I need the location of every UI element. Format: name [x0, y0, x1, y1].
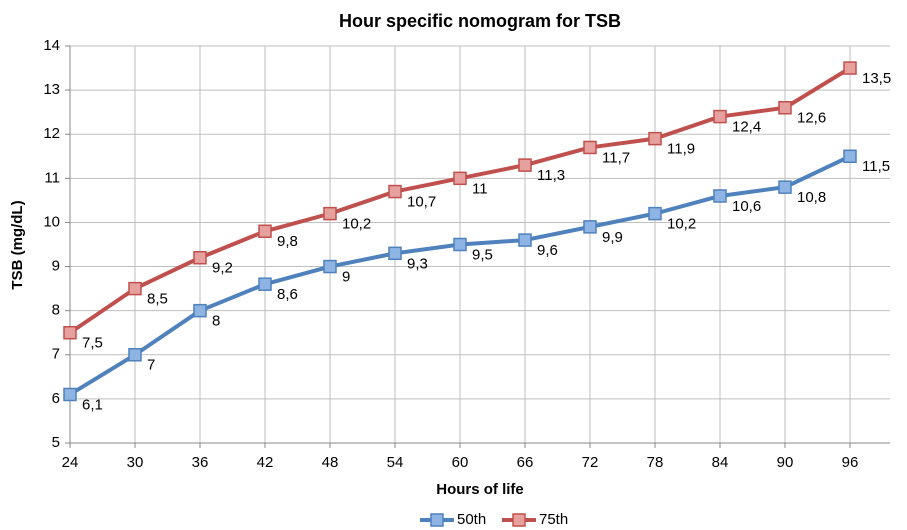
data-label: 11,3	[537, 167, 565, 184]
data-label: 9,2	[212, 260, 233, 277]
legend-label: 75th	[539, 511, 568, 528]
marker	[323, 206, 337, 221]
marker	[518, 158, 532, 172]
data-label: 9	[342, 269, 350, 286]
marker	[388, 184, 402, 199]
x-tick-label: 36	[192, 454, 209, 471]
marker	[128, 281, 142, 296]
data-label: 12,6	[797, 110, 826, 127]
data-label: 10,2	[342, 216, 371, 233]
data-label: 11,9	[667, 141, 695, 158]
data-label: 10,2	[667, 216, 696, 233]
x-tick-label: 84	[712, 454, 729, 471]
x-tick-label: 66	[517, 454, 534, 471]
y-tick-label: 9	[52, 258, 60, 275]
data-label: 12,4	[732, 119, 761, 136]
marker	[778, 101, 792, 115]
marker	[843, 61, 857, 75]
x-tick-label: 90	[777, 454, 794, 471]
marker	[518, 233, 532, 247]
x-tick-label: 24	[62, 454, 79, 471]
marker	[128, 348, 142, 362]
legend-marker	[430, 513, 444, 527]
y-tick-label: 10	[43, 213, 60, 230]
x-tick-label: 30	[127, 454, 144, 471]
marker	[713, 109, 727, 124]
marker	[453, 171, 467, 186]
data-label: 8	[212, 313, 220, 330]
marker	[63, 387, 77, 402]
marker	[193, 303, 207, 318]
y-tick-label: 5	[52, 434, 60, 451]
marker	[843, 149, 857, 164]
data-label: 9,8	[277, 233, 298, 250]
data-label: 8,6	[277, 286, 298, 303]
marker	[193, 250, 207, 265]
x-tick-label: 48	[322, 454, 339, 471]
data-label: 9,3	[407, 255, 428, 272]
x-tick-label: 60	[452, 454, 469, 471]
x-axis-title: Hours of life	[436, 481, 524, 498]
data-label: 8,5	[147, 291, 168, 308]
marker	[713, 189, 727, 203]
marker	[258, 224, 272, 239]
x-tick-label: 54	[387, 454, 404, 471]
y-tick-label: 8	[52, 302, 60, 319]
legend-label: 50th	[457, 511, 486, 528]
data-label: 9,9	[602, 229, 623, 246]
data-label: 7,5	[82, 335, 103, 352]
data-label: 10,7	[407, 194, 436, 211]
legend-marker	[512, 513, 526, 527]
y-tick-label: 13	[43, 81, 60, 98]
data-label: 6,1	[82, 396, 103, 413]
marker	[323, 259, 337, 274]
marker	[388, 246, 402, 261]
marker	[583, 140, 597, 155]
marker	[453, 237, 467, 252]
data-label: 13,5	[862, 70, 891, 87]
data-label: 9,6	[537, 242, 558, 259]
marker	[63, 325, 77, 340]
x-tick-label: 42	[257, 454, 274, 471]
data-label: 10,8	[797, 189, 826, 206]
data-label: 11,5	[862, 158, 890, 175]
data-label: 11,7	[602, 149, 630, 166]
y-tick-label: 7	[52, 346, 60, 363]
y-tick-label: 14	[43, 37, 60, 54]
y-tick-label: 12	[43, 125, 60, 142]
data-label: 7	[147, 357, 155, 374]
y-axis-title: TSB (mg/dL)	[9, 200, 26, 289]
x-tick-label: 96	[842, 454, 859, 471]
chart-title: Hour specific nomogram for TSB	[339, 11, 621, 31]
marker	[258, 277, 272, 291]
y-tick-label: 6	[52, 390, 60, 407]
marker	[583, 220, 597, 234]
data-label: 9,5	[472, 246, 493, 263]
data-label: 11	[472, 180, 488, 197]
y-tick-label: 11	[44, 169, 60, 186]
data-label: 10,6	[732, 198, 761, 215]
marker	[648, 206, 662, 221]
marker	[778, 180, 792, 194]
marker	[648, 131, 662, 146]
x-tick-label: 72	[582, 454, 599, 471]
x-tick-label: 78	[647, 454, 664, 471]
